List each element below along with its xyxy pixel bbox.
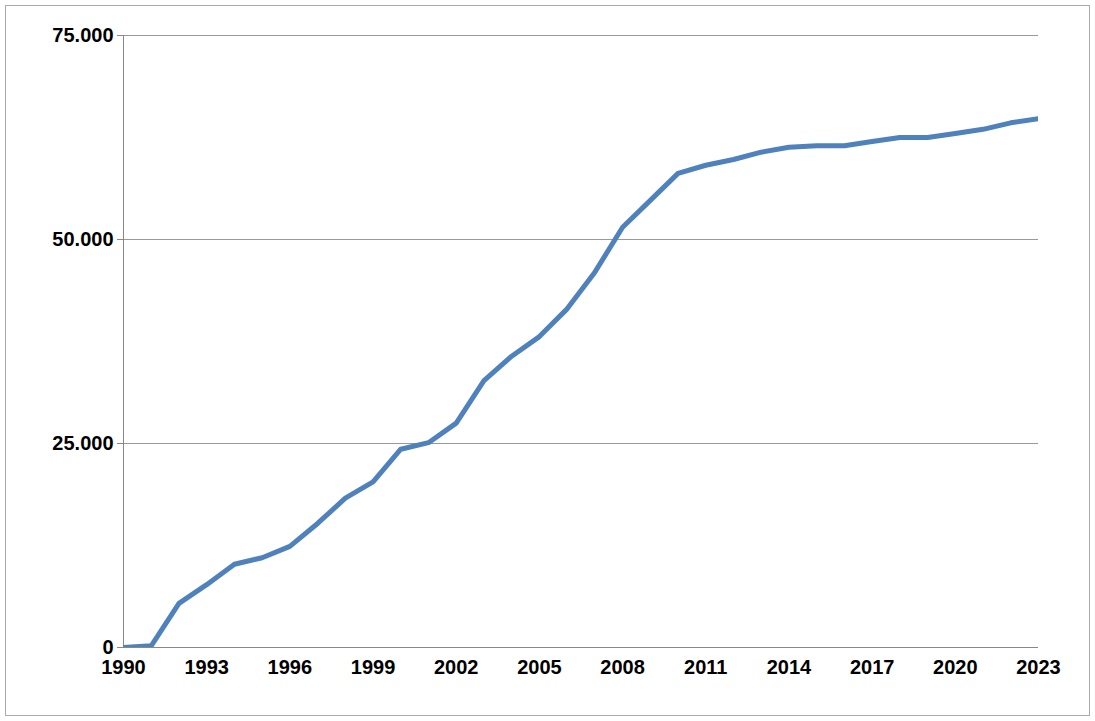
svg-text:2008: 2008 [600, 656, 645, 678]
svg-text:2002: 2002 [434, 656, 479, 678]
svg-text:0: 0 [102, 636, 113, 658]
svg-text:75.000: 75.000 [52, 24, 113, 46]
svg-text:2017: 2017 [850, 656, 895, 678]
svg-text:1996: 1996 [268, 656, 313, 678]
svg-text:2011: 2011 [684, 656, 727, 678]
svg-text:2014: 2014 [767, 656, 812, 678]
svg-text:1993: 1993 [184, 656, 229, 678]
svg-text:2023: 2023 [1016, 656, 1061, 678]
svg-text:2020: 2020 [933, 656, 978, 678]
svg-text:50.000: 50.000 [52, 228, 113, 250]
svg-text:1990: 1990 [101, 656, 146, 678]
svg-text:2005: 2005 [517, 656, 562, 678]
svg-text:1999: 1999 [351, 656, 396, 678]
svg-text:25.000: 25.000 [52, 432, 113, 454]
